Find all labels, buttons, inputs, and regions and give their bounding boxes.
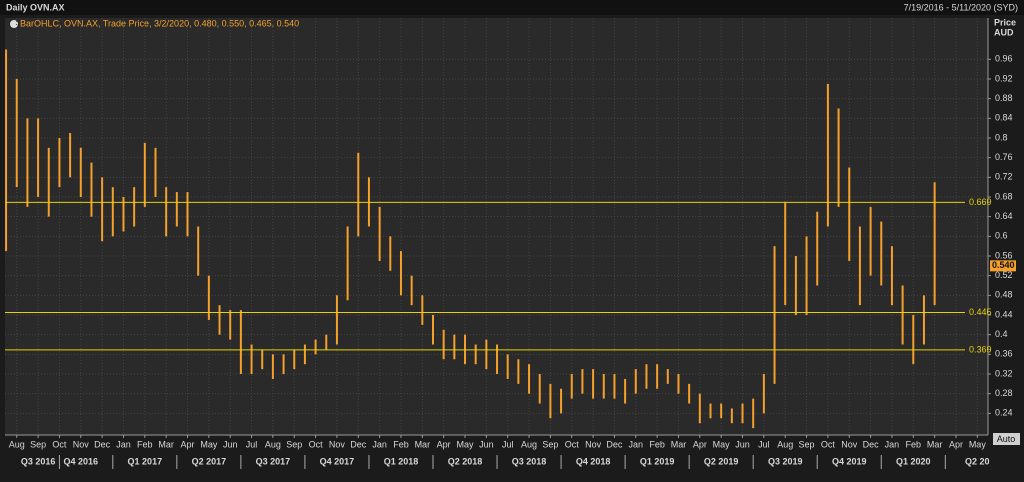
y-tick-label: 0.68 — [995, 191, 1013, 201]
quarter-label: Q3 2019 — [768, 456, 803, 466]
x-tick-label: Nov — [841, 439, 858, 449]
quarter-label: Q1 2019 — [640, 456, 675, 466]
x-tick-label: Oct — [52, 439, 67, 449]
y-tick-label: 0.56 — [995, 250, 1013, 260]
quarter-label: Q4 2018 — [576, 456, 611, 466]
x-tick-label: Sep — [30, 439, 46, 449]
y-tick-label: 0.24 — [995, 408, 1013, 418]
x-tick-label: Jun — [735, 439, 750, 449]
x-tick-label: Feb — [649, 439, 665, 449]
y-tick-label: 0.44 — [995, 309, 1013, 319]
legend: BarOHLC, OVN.AX, Trade Price, 3/2/2020, … — [20, 18, 299, 28]
x-tick-label: Dec — [863, 439, 880, 449]
quarter-label: Q3 2018 — [512, 456, 547, 466]
x-tick-label: Aug — [9, 439, 25, 449]
auto-button-label[interactable]: Auto — [997, 434, 1016, 444]
level-label-bg — [965, 344, 987, 355]
x-tick-label: May — [457, 439, 475, 449]
quarter-label: Q4 2016 — [64, 456, 99, 466]
level-label: 0.445 — [969, 307, 992, 317]
x-tick-label: Mar — [415, 439, 431, 449]
y-tick-label: 0.6 — [995, 231, 1008, 241]
x-tick-label: Aug — [777, 439, 793, 449]
x-tick-label: Jul — [758, 439, 770, 449]
x-tick-label: May — [200, 439, 218, 449]
x-tick-label: Oct — [565, 439, 580, 449]
x-tick-label: Jun — [223, 439, 238, 449]
auto-button[interactable] — [993, 433, 1020, 445]
x-tick-label: Feb — [906, 439, 922, 449]
x-tick-label: Jan — [116, 439, 131, 449]
x-tick-label: Jul — [246, 439, 258, 449]
x-tick-label: Aug — [521, 439, 537, 449]
x-tick-label: Oct — [309, 439, 324, 449]
quarter-label: Q1 2017 — [128, 456, 163, 466]
level-label: 0.669 — [969, 197, 992, 207]
x-tick-label: Sep — [799, 439, 815, 449]
date-range: 7/19/2016 - 5/11/2020 (SYD) — [904, 2, 1018, 12]
y-tick-label: 0.28 — [995, 388, 1013, 398]
quarter-label: Q2 2017 — [192, 456, 227, 466]
x-tick-label: Sep — [286, 439, 302, 449]
y-tick-label: 0.48 — [995, 290, 1013, 300]
x-tick-label: Oct — [821, 439, 836, 449]
y-tick-label: 0.4 — [995, 329, 1008, 339]
quarter-label: Q2 2018 — [448, 456, 483, 466]
quarter-label: Q4 2017 — [320, 456, 355, 466]
y-tick-label: 0.84 — [995, 113, 1013, 123]
quarter-label: Q3 2016 — [21, 456, 56, 466]
x-tick-label: Nov — [73, 439, 90, 449]
legend-icon — [10, 20, 18, 28]
level-label-bg — [965, 197, 987, 208]
y-tick-label: 0.64 — [995, 211, 1013, 221]
y-tick-label: 0.36 — [995, 349, 1013, 359]
y-axis-label: Price — [994, 17, 1016, 27]
x-tick-label: Sep — [542, 439, 558, 449]
level-label-bg — [965, 307, 987, 318]
header-bar — [0, 0, 1024, 15]
x-tick-label: Jun — [479, 439, 494, 449]
x-tick-label: Jan — [885, 439, 900, 449]
x-tick-label: Jul — [502, 439, 514, 449]
x-tick-label: Aug — [265, 439, 281, 449]
y-tick-label: 0.8 — [995, 132, 1008, 142]
level-label: 0.369 — [969, 344, 992, 354]
y-tick-label: 0.52 — [995, 270, 1013, 280]
x-tick-label: Dec — [606, 439, 623, 449]
x-tick-label: Apr — [693, 439, 707, 449]
x-tick-label: Dec — [350, 439, 367, 449]
x-tick-label: Mar — [927, 439, 943, 449]
x-tick-label: Dec — [94, 439, 111, 449]
y-tick-label: 0.96 — [995, 54, 1013, 64]
y-tick-label: 0.76 — [995, 152, 1013, 162]
quarter-label: Q3 2017 — [256, 456, 291, 466]
quarter-label: Q2 20 — [965, 456, 990, 466]
quarter-label: Q1 2018 — [384, 456, 419, 466]
y-tick-label: 0.32 — [995, 368, 1013, 378]
quarter-label: Q4 2019 — [832, 456, 867, 466]
x-tick-label: Apr — [949, 439, 963, 449]
x-tick-label: Apr — [437, 439, 451, 449]
x-tick-label: Nov — [329, 439, 346, 449]
x-tick-label: May — [969, 439, 987, 449]
chart-title: Daily OVN.AX — [6, 2, 65, 12]
y-axis-unit: AUD — [994, 27, 1014, 37]
x-tick-label: Feb — [393, 439, 409, 449]
y-tick-label: 0.88 — [995, 93, 1013, 103]
x-tick-label: May — [713, 439, 731, 449]
y-tick-label: 0.72 — [995, 172, 1013, 182]
x-tick-label: Nov — [585, 439, 602, 449]
x-tick-label: Jan — [629, 439, 644, 449]
quarter-label: Q2 2019 — [704, 456, 739, 466]
x-tick-label: Mar — [671, 439, 687, 449]
last-price-box — [990, 260, 1016, 272]
x-tick-label: Mar — [158, 439, 174, 449]
quarter-label: Q1 2020 — [896, 456, 931, 466]
y-tick-label: 0.92 — [995, 73, 1013, 83]
x-tick-label: Jan — [372, 439, 387, 449]
x-tick-label: Apr — [181, 439, 195, 449]
last-price-label: 0.540 — [992, 260, 1015, 270]
x-tick-label: Feb — [137, 439, 153, 449]
